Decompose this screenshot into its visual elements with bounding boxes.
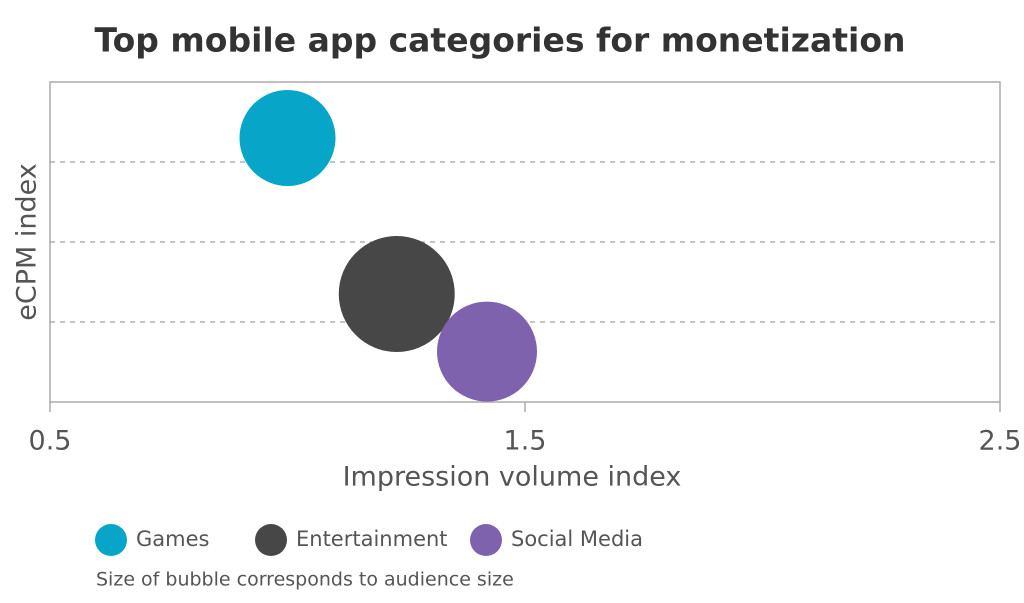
legend-label: Games bbox=[136, 527, 209, 551]
legend-label: Social Media bbox=[511, 527, 643, 551]
x-axis-label: Impression volume index bbox=[343, 462, 682, 493]
x-tick-label: 0.5 bbox=[29, 426, 72, 457]
bubble bbox=[338, 236, 455, 352]
legend-label: Entertainment bbox=[296, 527, 448, 551]
x-tick-label: 2.5 bbox=[979, 426, 1022, 457]
note: Size of bubble corresponds to audience s… bbox=[96, 569, 514, 591]
legend-swatch bbox=[255, 524, 287, 556]
x-tick-label: 1.5 bbox=[504, 426, 547, 457]
chart-title: Top mobile app categories for monetizati… bbox=[95, 21, 906, 60]
bubble bbox=[239, 90, 336, 186]
bubble bbox=[437, 301, 537, 402]
legend-swatch bbox=[95, 524, 127, 556]
legend-swatch bbox=[470, 524, 502, 556]
y-axis-label: eCPM index bbox=[12, 163, 43, 321]
